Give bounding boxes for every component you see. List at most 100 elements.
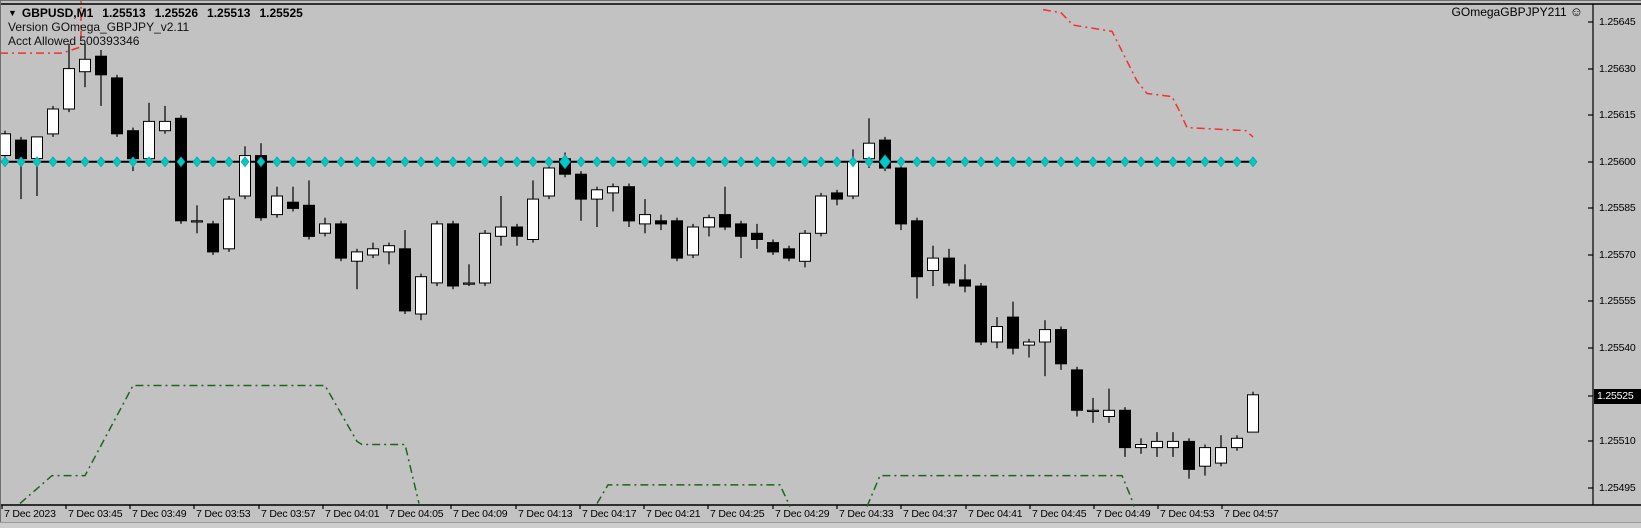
- candle-body-bull: [383, 245, 395, 253]
- level-diamond-marker: [240, 156, 250, 168]
- candle-body-bull: [543, 167, 555, 197]
- candle: [991, 317, 1003, 349]
- candle: [783, 245, 795, 262]
- candle-body-bull: [463, 282, 475, 285]
- level-diamond-marker: [112, 156, 122, 168]
- candle-body-bull: [415, 276, 427, 315]
- ohlc-open: 1.25513: [102, 6, 146, 20]
- window-top-edge: [0, 0, 1641, 1]
- level-diamond-marker: [928, 156, 938, 168]
- green-dashdot-indicator-line: [866, 474, 1135, 507]
- level-diamond-marker: [304, 156, 314, 168]
- level-diamond-marker: [864, 156, 874, 168]
- price-axis-label: 1.25615: [1599, 109, 1636, 121]
- level-diamond-marker: [208, 156, 218, 168]
- level-diamond-marker: [672, 156, 682, 168]
- candle: [959, 264, 971, 293]
- candle: [255, 143, 267, 221]
- level-diamond-marker: [32, 156, 42, 168]
- candle: [975, 283, 987, 346]
- candle: [271, 186, 283, 218]
- level-diamond-marker: [1200, 156, 1210, 168]
- candle-body-bear: [623, 186, 635, 222]
- candle-body-bear: [175, 117, 187, 222]
- time-axis-label: 7 Dec 04:37: [903, 508, 958, 520]
- candle-body-bull: [1247, 394, 1259, 433]
- level-diamond-marker: [576, 156, 586, 168]
- time-axis-label: 7 Dec 04:57: [1224, 508, 1279, 520]
- level-diamond-marker: [1120, 156, 1130, 168]
- indicator-name-text: GOmegaGBPJPY211: [1451, 5, 1567, 19]
- candle: [639, 199, 651, 234]
- symbol-dropdown-arrow[interactable]: ▼: [8, 8, 17, 18]
- candle-body-bear: [15, 139, 27, 160]
- level-diamond-marker: [640, 156, 650, 168]
- candle: [943, 248, 955, 287]
- candle-body-bull: [1231, 437, 1243, 449]
- candle: [287, 186, 299, 212]
- candle-body-bull: [143, 120, 155, 160]
- level-diamond-marker: [544, 156, 554, 168]
- level-diamond-marker: [832, 156, 842, 168]
- candle-body-bear: [335, 223, 347, 259]
- candle-body-bull: [591, 189, 603, 200]
- candle-body-bull: [1023, 341, 1035, 346]
- candle-body-bear: [207, 223, 219, 253]
- candle-body-bear: [975, 285, 987, 343]
- candle: [591, 186, 603, 227]
- candle-body-bear: [751, 232, 763, 241]
- level-diamond-marker: [384, 156, 394, 168]
- level-diamond-marker: [768, 156, 778, 168]
- level-diamond-marker: [784, 156, 794, 168]
- level-diamond-marker: [432, 156, 442, 168]
- candle: [111, 74, 123, 137]
- level-diamond-marker: [656, 156, 666, 168]
- candle: [671, 217, 683, 262]
- time-axis-label: 7 Dec 04:45: [1032, 508, 1087, 520]
- candle-body-bull: [1087, 409, 1099, 412]
- candle-body-bear: [287, 201, 299, 209]
- level-diamond-marker: [1008, 156, 1018, 168]
- candle-body-bull: [351, 251, 363, 262]
- candle-body-bull: [191, 220, 203, 223]
- candle: [463, 264, 475, 287]
- level-diamond-marker: [720, 156, 730, 168]
- level-diamond-marker: [480, 156, 490, 168]
- candle: [351, 248, 363, 290]
- window-bottom-strip: [0, 522, 1641, 528]
- candle-body-bull: [79, 58, 91, 73]
- level-diamond-marker: [1136, 156, 1146, 168]
- candle: [479, 230, 491, 287]
- candle-body-bull: [431, 223, 443, 284]
- level-diamond-marker: [624, 156, 634, 168]
- candle: [1231, 435, 1243, 451]
- candle: [655, 214, 667, 231]
- candle-body-bull: [639, 214, 651, 225]
- candle: [911, 217, 923, 299]
- candle-body-bull: [1103, 409, 1115, 417]
- level-diamond-marker: [496, 156, 506, 168]
- candle: [767, 239, 779, 255]
- price-axis-label: 1.25600: [1599, 156, 1636, 168]
- level-diamond-marker: [960, 156, 970, 168]
- candle-body-bull: [31, 136, 43, 160]
- candle: [1071, 366, 1083, 417]
- acct-allowed-label: Acct Allowed 500393346: [8, 34, 140, 48]
- candle-body-bear: [1071, 369, 1083, 411]
- candle-body-bear: [719, 214, 731, 228]
- price-axis-label: 1.25540: [1599, 342, 1636, 354]
- candle-body-bear: [1007, 316, 1019, 349]
- candle-body-bull: [1039, 329, 1051, 343]
- symbol-period-label: GBPUSD,M1: [21, 6, 94, 20]
- level-diamond-marker: [192, 156, 202, 168]
- green-dashdot-indicator-line: [19, 384, 420, 505]
- level-diamond-marker: [1040, 156, 1050, 168]
- level-diamond-marker: [1024, 156, 1034, 168]
- candle-body-bull: [367, 248, 379, 256]
- level-diamond-marker: [1088, 156, 1098, 168]
- candle-body-bear: [1183, 440, 1195, 470]
- level-diamond-marker: [1248, 156, 1258, 168]
- candle-body-bull: [0, 133, 11, 157]
- candle-body-bull: [1215, 447, 1227, 464]
